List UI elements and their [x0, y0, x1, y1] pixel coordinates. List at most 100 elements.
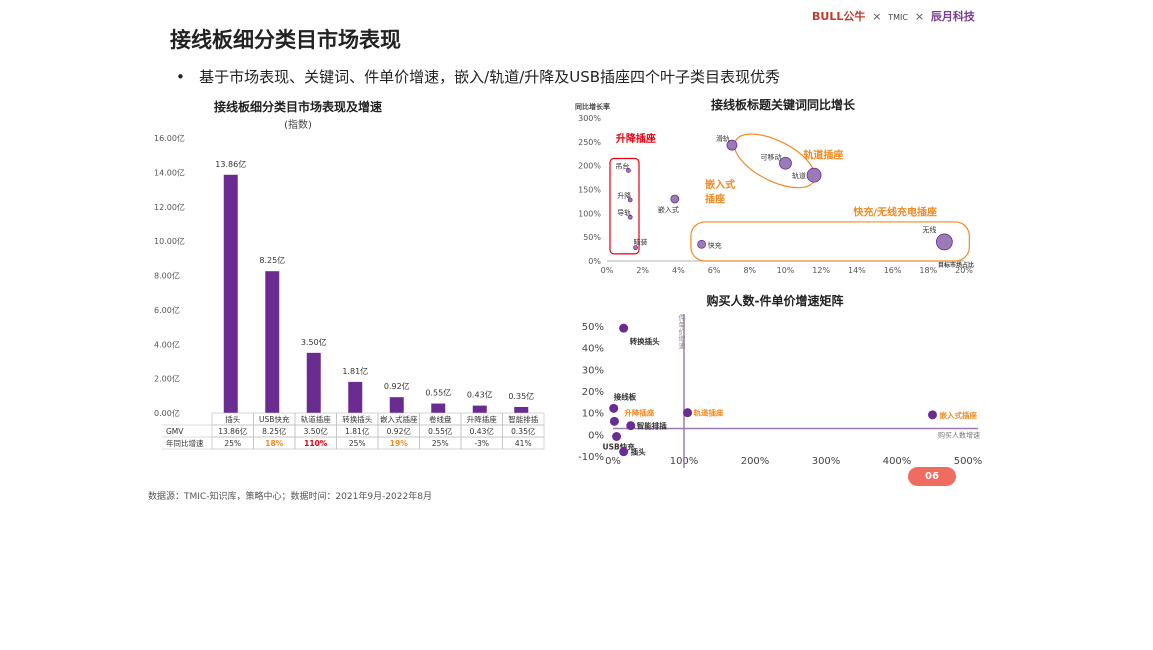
y-tick-label: 4.00亿: [154, 339, 180, 349]
matrix-point-嵌入式插座: [928, 410, 937, 420]
matrix-point-label: 升降插座: [624, 407, 654, 417]
data-source-note: 数据源：TMIC-知识库，策略中心；数据时间：2021年9月-2022年8月: [148, 492, 432, 502]
matrix-x-tick: 0%: [605, 456, 621, 467]
bar-chart-subtitle: (指数): [284, 118, 312, 131]
table-category: 插头: [225, 414, 240, 424]
y-tick-label: 10.00亿: [154, 236, 185, 246]
chenyue-logo: 辰月科技: [930, 10, 975, 23]
bubble-point-吊台: [626, 168, 631, 173]
table-row-label: 年同比增速: [166, 438, 204, 448]
bubble-point-label: 嵌入式: [658, 205, 679, 214]
table-category: 卷线盘: [429, 414, 452, 424]
table-value: 19%: [390, 439, 408, 448]
bubble-y-tick: 50%: [583, 233, 601, 242]
bubble-point-label: 滑轨: [716, 134, 730, 143]
bar-value-label: 0.92亿: [384, 381, 410, 391]
table-category: USB快充: [259, 414, 290, 424]
page-number-badge: 06: [908, 467, 956, 486]
bubble-x-tick: 20%: [955, 266, 973, 275]
group-label-embed-2: 插座: [705, 192, 725, 205]
y-tick-label: 6.00亿: [154, 305, 180, 315]
matrix-point-label: 转换插头: [630, 336, 660, 346]
bar-value-label: 1.81亿: [342, 366, 368, 376]
matrix-point-轨道插座: [683, 408, 693, 418]
bar-USB快充: [265, 271, 280, 413]
table-value: 25%: [349, 439, 366, 448]
table-value: -3%: [474, 439, 489, 448]
group-label-lift: 升降插座: [616, 132, 656, 145]
y-tick-label: 12.00亿: [154, 202, 185, 212]
matrix-point-转换插头: [619, 323, 629, 333]
bar-嵌入式插座: [389, 397, 404, 413]
bubble-y-tick: 0%: [588, 257, 601, 266]
bar-value-label: 0.55亿: [425, 388, 451, 398]
matrix-y-tick: 50%: [582, 322, 604, 333]
bar-轨道插座: [306, 352, 321, 413]
matrix-y-tick: 10%: [582, 409, 604, 420]
matrix-point-接线板: [609, 403, 619, 413]
table-category: 轨道插座: [301, 414, 331, 424]
bubble-point-label: 导轨: [617, 208, 631, 217]
bubble-point-label: 可移动: [761, 152, 782, 161]
table-value: 25%: [432, 439, 449, 448]
y-tick-label: 2.00亿: [154, 374, 180, 384]
matrix-point-label: 插头: [631, 447, 646, 457]
bubble-point-label: 无线: [922, 225, 936, 234]
matrix-point-插头: [619, 447, 629, 457]
table-value: 3.50亿: [304, 426, 329, 436]
bubble-point-嵌入式: [670, 194, 680, 204]
bubble-point-轨道: [806, 167, 822, 183]
bubble-point-label: 快充: [708, 240, 722, 249]
bubble-y-tick: 150%: [578, 186, 601, 195]
page-title: 接线板细分类目市场表现: [170, 28, 401, 52]
table-value: 41%: [515, 439, 532, 448]
bubble-x-tick: 4%: [672, 266, 685, 275]
bubble-x-tick: 0%: [601, 266, 614, 275]
matrix-point-label: USB快充: [603, 442, 636, 452]
bar-value-label: 0.35亿: [508, 391, 534, 401]
bubble-point-label: 升降: [617, 191, 631, 200]
brand-logos: BULL公牛 × TMIC × 辰月科技: [812, 8, 975, 24]
matrix-x-tick: 200%: [741, 456, 770, 467]
matrix-y-axis-label: 件单价增速: [678, 313, 686, 350]
table-value: 13.86亿: [218, 426, 247, 436]
matrix-x-axis-label: 购买人数增速: [938, 431, 980, 440]
group-outline-fast: [690, 221, 970, 262]
bubble-point-滑轨: [726, 139, 738, 151]
bull-logo: BULL公牛: [812, 10, 866, 23]
bubble-x-axis-label: 目标市场占比: [938, 261, 974, 269]
group-label-fast: 快充/无线充电插座: [852, 206, 937, 219]
table-value: 0.35亿: [511, 426, 536, 436]
matrix-x-tick: 300%: [812, 456, 841, 467]
bubble-x-tick: 6%: [708, 266, 721, 275]
matrix-y-tick: -10%: [578, 452, 604, 463]
table-value: 0.92亿: [387, 426, 412, 436]
bar-chart-title: 接线板细分类目市场表现及增速: [214, 99, 382, 114]
bubble-x-tick: 10%: [777, 266, 795, 275]
bubble-y-tick: 300%: [578, 114, 601, 123]
matrix-point-智能排插: [626, 421, 636, 431]
matrix-x-tick: 500%: [954, 456, 983, 467]
table-category: 转换插头: [342, 414, 372, 424]
bubble-x-tick: 16%: [884, 266, 902, 275]
matrix-y-tick: 40%: [582, 344, 604, 355]
y-tick-label: 14.00亿: [154, 167, 185, 177]
times-sign-2: ×: [914, 10, 925, 23]
y-tick-label: 8.00亿: [154, 271, 180, 281]
matrix-point-USB快充: [612, 432, 622, 441]
bar-value-label: 13.86亿: [215, 159, 246, 169]
bar-value-label: 8.25亿: [259, 255, 285, 265]
bubble-point-快充: [697, 239, 707, 249]
bubble-point-导轨: [627, 214, 633, 220]
table-category: 智能排插: [508, 414, 538, 424]
keyword-bubble-chart: 接线板标题关键词同比增长 同比增长率 0% 50% 100% 150% 200% 250% 30…: [575, 97, 974, 275]
matrix-point-升降插座: [609, 416, 619, 426]
table-value: 1.81亿: [345, 426, 370, 436]
bubble-point-升降: [627, 197, 633, 203]
table-row-label: GMV: [166, 427, 184, 436]
bubble-point-可移动: [779, 156, 792, 170]
buyer-price-matrix-chart: 购买人数-件单价增速矩阵-10%0%10%20%30%40%50%0%100%2…: [578, 293, 983, 468]
y-tick-label: 16.00亿: [154, 133, 185, 143]
table-value: 25%: [224, 439, 241, 448]
bubble-x-tick: 18%: [919, 266, 937, 275]
